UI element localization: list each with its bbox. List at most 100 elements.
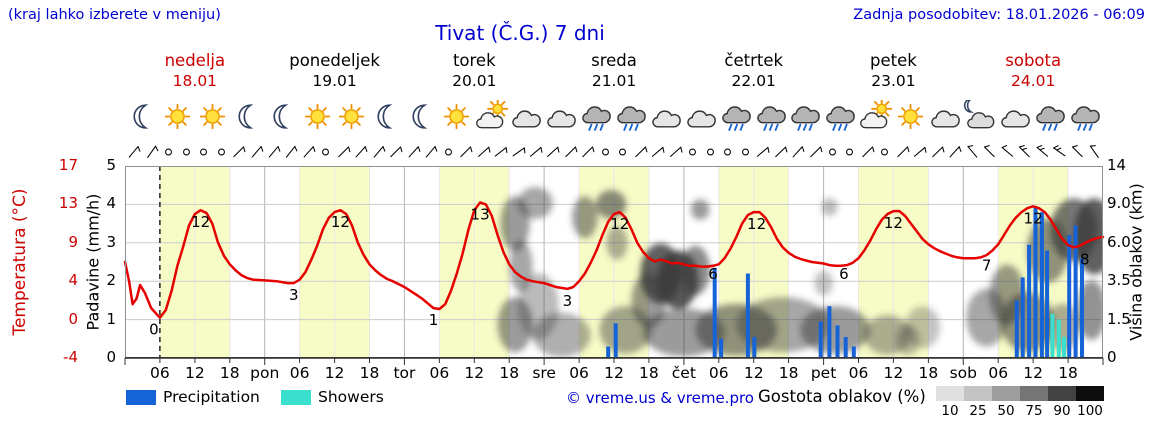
wind-barb-icon — [754, 142, 771, 162]
wind-barb-icon — [1051, 142, 1068, 162]
day-name: sreda — [591, 51, 637, 70]
temperature-tick: 4 — [68, 271, 78, 290]
day-date: 22.01 — [731, 72, 776, 91]
wind-barb-icon — [911, 142, 928, 162]
temperature-tick: 9 — [68, 232, 78, 251]
showers-legend-swatch — [281, 390, 311, 405]
svg-text:12: 12 — [884, 214, 903, 232]
moon-icon — [404, 100, 439, 133]
density-gradient-block — [964, 386, 992, 401]
calm-circle-icon — [439, 142, 456, 162]
sun-cloud-icon — [858, 99, 893, 133]
precipitation-legend-swatch — [126, 390, 156, 405]
rain-icon — [789, 100, 824, 133]
wind-barb-icon — [142, 142, 159, 162]
wind-barb-icon — [492, 142, 509, 162]
wind-barb-icon — [300, 142, 317, 162]
wind-barb-icon — [387, 142, 404, 162]
svg-text:3: 3 — [563, 292, 573, 310]
wind-barb-icon — [667, 142, 684, 162]
wind-barb-icon — [352, 142, 369, 162]
day-header-row: nedelja 18.01 ponedeljek 19.01 torek 20.01 sre… — [125, 50, 1103, 94]
time-axis-label: 12 — [1023, 364, 1044, 382]
sun-icon — [893, 100, 928, 133]
cloud-icon — [649, 100, 684, 133]
time-axis-label: sre — [532, 364, 556, 382]
copyright-link[interactable]: © vreme.us & vreme.pro — [566, 389, 754, 407]
axis-tick: 2 — [106, 271, 116, 290]
wind-barb-icon — [771, 142, 788, 162]
calm-circle-icon — [701, 142, 718, 162]
day-name: sobota — [1005, 51, 1062, 70]
cloud-moon-icon — [963, 99, 998, 133]
axis-tick: 1 — [106, 309, 116, 328]
wind-barb-icon — [946, 142, 963, 162]
svg-text:1: 1 — [429, 311, 439, 329]
showers-legend-label: Showers — [318, 388, 384, 406]
time-axis-label: 06 — [988, 364, 1009, 382]
moon-icon — [230, 100, 265, 133]
day-header: nedelja 18.01 — [125, 50, 265, 94]
density-tick-label: 25 — [969, 403, 987, 419]
axis-tick: 0 — [106, 348, 116, 366]
time-axis-label: 06 — [569, 364, 589, 382]
time-axis-label: 12 — [464, 364, 485, 382]
density-gradient-block — [1076, 386, 1104, 401]
wind-barb-icon — [981, 142, 998, 162]
time-axis-label: 12 — [184, 364, 205, 382]
day-date: 23.01 — [871, 72, 916, 91]
density-tick-label: 50 — [997, 403, 1015, 419]
wind-barb-icon — [422, 142, 439, 162]
wind-barb-icon — [335, 142, 352, 162]
time-axis-label: pon — [250, 364, 280, 382]
time-axis-label: tor — [393, 364, 416, 382]
wind-barb-icon — [894, 142, 911, 162]
svg-text:6: 6 — [708, 265, 718, 283]
wind-barb-icon — [230, 142, 247, 162]
wind-barb-icon — [859, 142, 876, 162]
cloud-icon — [998, 100, 1033, 133]
day-header: četrtek 22.01 — [684, 50, 824, 94]
time-axis-label: 06 — [848, 364, 869, 382]
menu-hint-text: (kraj lahko izberete v meniju) — [8, 7, 221, 23]
wind-barb-icon — [405, 142, 422, 162]
rain-icon — [614, 100, 649, 133]
day-header: ponedeljek 19.01 — [265, 50, 405, 94]
wind-barb-icon — [527, 142, 544, 162]
day-name: ponedeljek — [289, 51, 380, 70]
wind-barb-icon — [457, 142, 474, 162]
time-axis-label: 12 — [883, 364, 904, 382]
wind-barb-icon — [632, 142, 649, 162]
calm-circle-icon — [824, 142, 841, 162]
temperature-tick: 0 — [68, 309, 78, 328]
calm-circle-icon — [212, 142, 229, 162]
calm-circle-icon — [719, 142, 736, 162]
cloud-density-tick-labels: 10 25 50 75 90 100 — [936, 403, 1104, 419]
calm-circle-icon — [177, 142, 194, 162]
meteogram-chart: 0 12 3 12 1 13 3 12 6 12 6 12 7 12 8 — [123, 166, 1105, 365]
density-gradient-block — [992, 386, 1020, 401]
wind-barb-icon — [579, 142, 596, 162]
density-tick-label: 10 — [941, 403, 959, 419]
time-axis-label: 12 — [743, 364, 764, 382]
day-date: 20.01 — [452, 72, 497, 91]
time-axis-label: pet — [810, 364, 837, 382]
wind-barb-icon — [649, 142, 666, 162]
axis-tick: 14 — [1107, 156, 1127, 174]
svg-text:6: 6 — [839, 265, 849, 283]
axis-tick: 1.5 — [1107, 309, 1131, 328]
svg-text:3: 3 — [289, 286, 299, 304]
axis-tick: 9.0 — [1107, 194, 1131, 213]
rain-icon — [579, 100, 614, 133]
temperature-tick: -4 — [63, 348, 78, 366]
rain-icon — [754, 100, 789, 133]
cloud-icon — [509, 100, 544, 133]
moon-icon — [125, 100, 160, 133]
cloud-icon — [684, 100, 719, 133]
day-name: petek — [870, 51, 917, 70]
day-name: nedelja — [164, 51, 226, 70]
wind-barb-icon — [1033, 142, 1050, 162]
time-axis-label: čet — [671, 364, 696, 382]
wind-barb-icon — [562, 142, 579, 162]
time-axis-label: 18 — [1058, 364, 1078, 382]
